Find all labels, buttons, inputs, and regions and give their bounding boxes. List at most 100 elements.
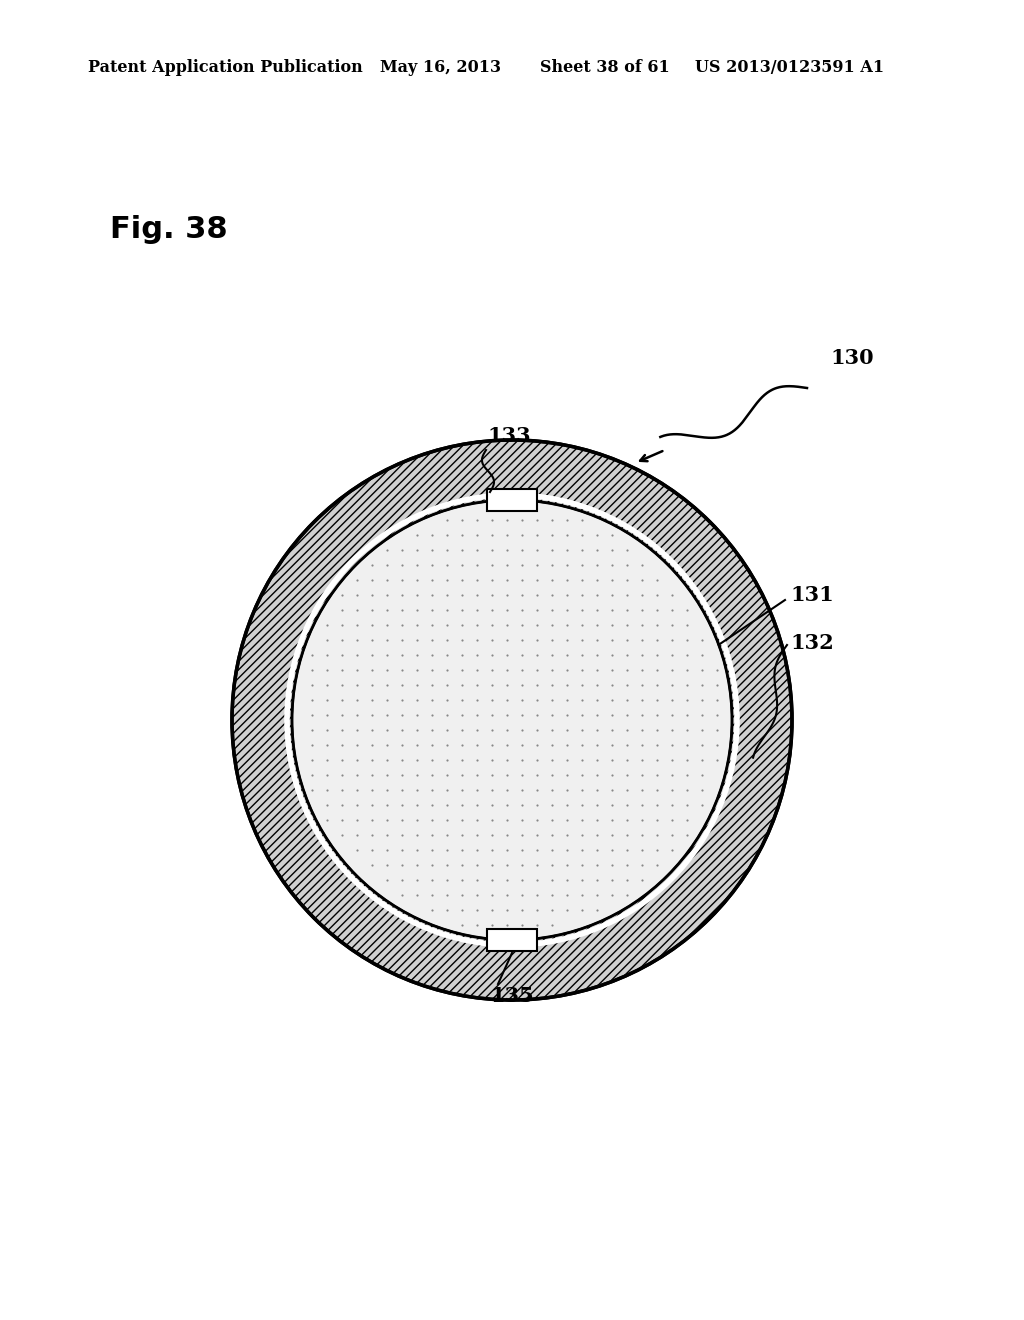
Point xyxy=(618,734,635,755)
Point xyxy=(618,840,635,861)
Point xyxy=(469,899,485,920)
Point xyxy=(424,809,440,830)
Point xyxy=(469,795,485,816)
Point xyxy=(604,554,621,576)
Point xyxy=(364,764,380,785)
Point xyxy=(499,734,515,755)
Point xyxy=(604,630,621,651)
Point xyxy=(649,764,666,785)
Point xyxy=(469,569,485,590)
Point xyxy=(544,705,560,726)
Point xyxy=(334,585,350,606)
Point xyxy=(409,675,425,696)
Point xyxy=(679,660,695,681)
Point xyxy=(424,540,440,561)
Point xyxy=(454,840,470,861)
Point xyxy=(469,510,485,531)
Point xyxy=(694,630,711,651)
Point xyxy=(544,569,560,590)
Point xyxy=(634,825,650,846)
Point xyxy=(664,644,680,665)
Point xyxy=(499,569,515,590)
Point xyxy=(499,795,515,816)
Point xyxy=(409,614,425,635)
Point xyxy=(544,644,560,665)
Point xyxy=(439,854,456,875)
Point xyxy=(439,750,456,771)
Point xyxy=(439,510,456,531)
Point xyxy=(499,779,515,800)
Point xyxy=(439,569,456,590)
Point xyxy=(649,825,666,846)
Point xyxy=(618,599,635,620)
Point xyxy=(573,510,590,531)
Point xyxy=(618,689,635,710)
Point xyxy=(483,854,500,875)
Point xyxy=(424,660,440,681)
Point xyxy=(379,569,395,590)
Point xyxy=(349,585,366,606)
Point xyxy=(364,779,380,800)
Point xyxy=(439,870,456,891)
Point xyxy=(664,705,680,726)
Point xyxy=(439,734,456,755)
Point xyxy=(604,870,621,891)
Point xyxy=(559,585,575,606)
Point xyxy=(379,809,395,830)
Point xyxy=(394,554,411,576)
Point xyxy=(334,614,350,635)
Point xyxy=(634,870,650,891)
Point xyxy=(634,614,650,635)
Point xyxy=(499,764,515,785)
Point xyxy=(559,689,575,710)
Point xyxy=(679,809,695,830)
Point xyxy=(318,750,335,771)
Point xyxy=(573,705,590,726)
Point xyxy=(528,524,545,545)
Point xyxy=(544,540,560,561)
Point xyxy=(424,569,440,590)
Point xyxy=(514,915,530,936)
Point xyxy=(379,854,395,875)
Point xyxy=(469,585,485,606)
Point xyxy=(589,569,605,590)
Point xyxy=(499,524,515,545)
Point xyxy=(439,689,456,710)
Point xyxy=(544,809,560,830)
Point xyxy=(334,675,350,696)
Point xyxy=(528,764,545,785)
Point xyxy=(679,779,695,800)
Point xyxy=(379,540,395,561)
Point xyxy=(589,764,605,785)
Point xyxy=(394,705,411,726)
Point xyxy=(528,660,545,681)
Point xyxy=(424,585,440,606)
Point xyxy=(679,689,695,710)
Point xyxy=(559,779,575,800)
Point xyxy=(454,795,470,816)
Point xyxy=(634,585,650,606)
Text: May 16, 2013: May 16, 2013 xyxy=(380,59,501,77)
Point xyxy=(409,599,425,620)
Point xyxy=(528,915,545,936)
Point xyxy=(409,585,425,606)
Point xyxy=(514,809,530,830)
Point xyxy=(604,705,621,726)
Point xyxy=(454,809,470,830)
Point xyxy=(694,795,711,816)
Point xyxy=(573,644,590,665)
Point xyxy=(604,840,621,861)
Point xyxy=(559,510,575,531)
Point xyxy=(604,750,621,771)
Point xyxy=(604,719,621,741)
Point xyxy=(544,915,560,936)
Point xyxy=(649,705,666,726)
Point xyxy=(559,554,575,576)
Point xyxy=(559,614,575,635)
Point xyxy=(604,524,621,545)
Point xyxy=(679,705,695,726)
Point xyxy=(694,689,711,710)
Point xyxy=(634,569,650,590)
Point xyxy=(528,614,545,635)
Point xyxy=(664,689,680,710)
